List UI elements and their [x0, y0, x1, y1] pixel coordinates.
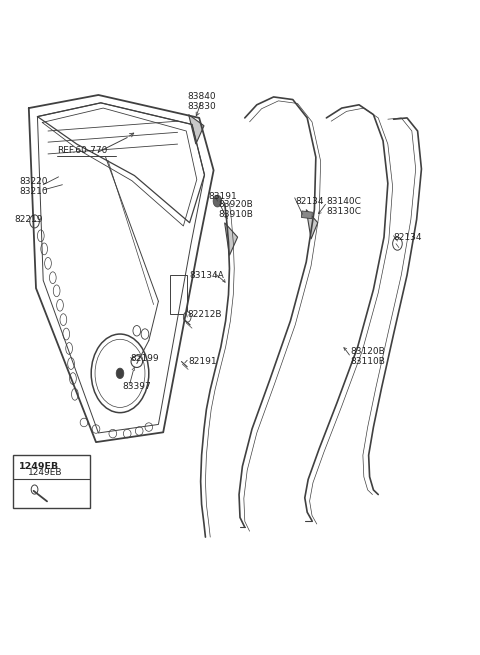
Polygon shape: [225, 223, 238, 255]
Circle shape: [213, 195, 222, 207]
Text: 83920B
83910B: 83920B 83910B: [218, 200, 253, 219]
Circle shape: [133, 326, 141, 336]
Text: 82191: 82191: [188, 357, 217, 366]
Ellipse shape: [145, 423, 153, 431]
Bar: [13, 455, 90, 508]
Text: 83397: 83397: [122, 382, 151, 391]
Text: 83134A: 83134A: [190, 271, 224, 280]
Polygon shape: [189, 115, 204, 144]
Text: 1249EB: 1249EB: [19, 462, 60, 471]
Ellipse shape: [68, 358, 74, 369]
Ellipse shape: [37, 230, 44, 242]
Polygon shape: [306, 210, 318, 239]
Text: 82134: 82134: [394, 233, 422, 242]
Circle shape: [183, 312, 191, 322]
Circle shape: [31, 485, 38, 494]
Ellipse shape: [41, 243, 48, 255]
Ellipse shape: [45, 257, 51, 269]
Text: 82212B: 82212B: [187, 310, 222, 319]
Text: 82219: 82219: [14, 215, 43, 224]
Ellipse shape: [66, 343, 72, 354]
Circle shape: [30, 215, 39, 228]
Ellipse shape: [80, 419, 88, 427]
Ellipse shape: [70, 373, 76, 384]
Bar: [301, 211, 312, 219]
Circle shape: [116, 368, 124, 379]
Text: 1249EB: 1249EB: [28, 468, 62, 477]
Ellipse shape: [53, 285, 60, 297]
Ellipse shape: [63, 328, 70, 340]
Text: 83191: 83191: [209, 192, 238, 201]
Circle shape: [393, 237, 402, 250]
Text: REF.60-770: REF.60-770: [57, 146, 107, 155]
Ellipse shape: [123, 430, 131, 438]
Ellipse shape: [135, 427, 143, 435]
Text: 82199: 82199: [131, 354, 159, 364]
Ellipse shape: [72, 388, 78, 400]
Ellipse shape: [60, 314, 67, 326]
Bar: [170, 275, 187, 314]
Text: 83220
83210: 83220 83210: [19, 177, 48, 196]
Text: 83840
83830: 83840 83830: [187, 92, 216, 111]
Ellipse shape: [109, 430, 117, 438]
Text: 82134: 82134: [295, 197, 324, 206]
Ellipse shape: [57, 299, 63, 311]
Ellipse shape: [92, 425, 100, 434]
Text: 83140C
83130C: 83140C 83130C: [326, 196, 361, 216]
Ellipse shape: [49, 272, 56, 284]
Circle shape: [141, 329, 149, 339]
Text: 83120B
83110B: 83120B 83110B: [350, 346, 385, 366]
